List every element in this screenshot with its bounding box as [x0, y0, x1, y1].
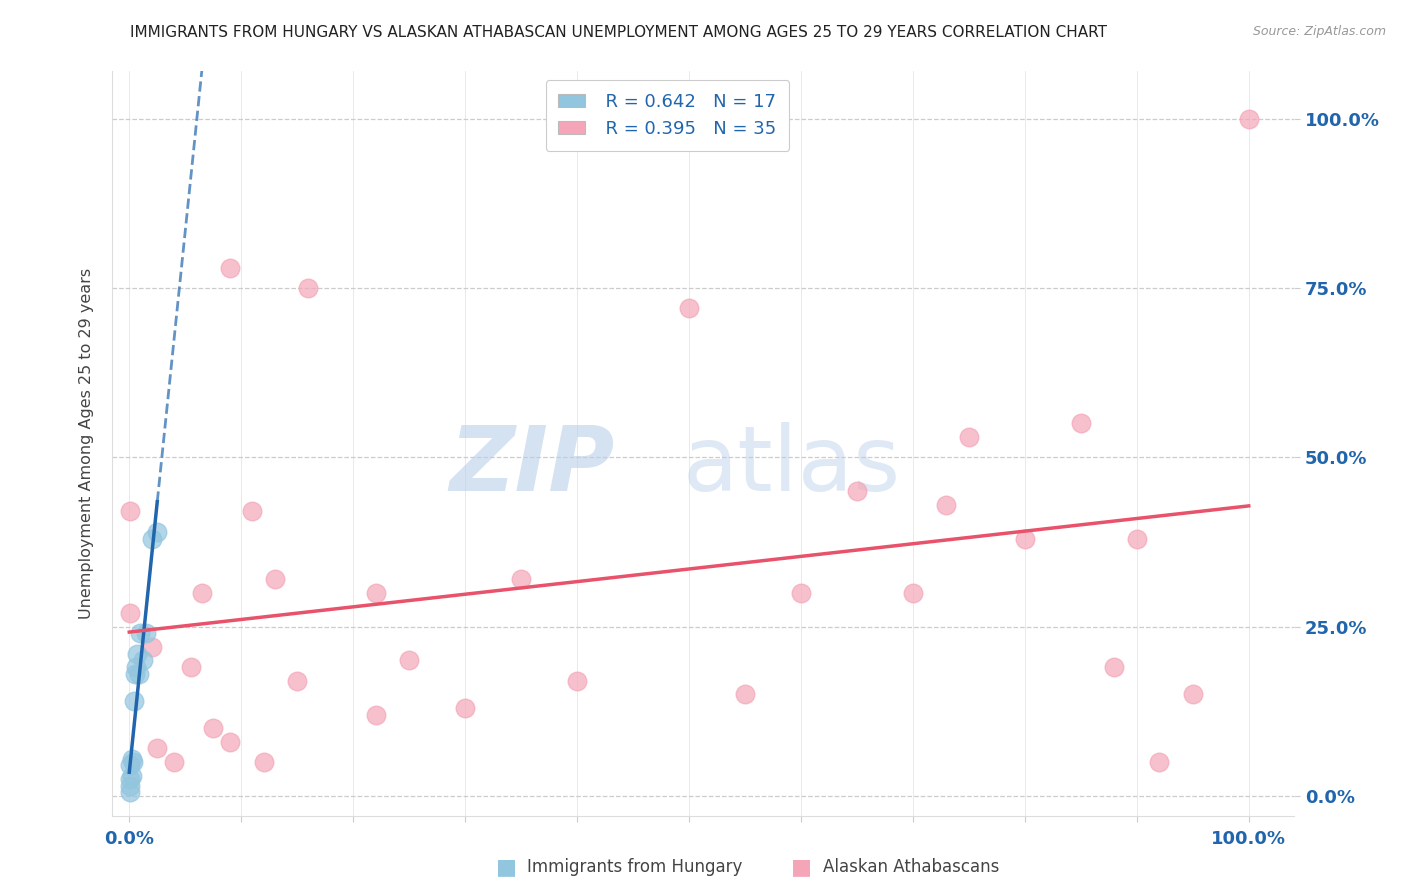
Point [163, 755, 186, 769]
Point [1181, 687, 1204, 701]
Point [191, 586, 214, 600]
Point [1070, 417, 1092, 431]
Point [901, 586, 924, 600]
Point [1237, 112, 1260, 126]
Point [120, 606, 142, 620]
Point [202, 721, 225, 735]
Point [141, 640, 163, 654]
Point [242, 504, 264, 518]
Point [398, 653, 420, 667]
Text: ■: ■ [496, 857, 516, 877]
Point [121, 751, 143, 765]
Point [252, 755, 274, 769]
Point [935, 498, 957, 512]
Point [678, 301, 700, 316]
Point [219, 260, 242, 275]
Point [146, 524, 169, 539]
Point [297, 281, 319, 295]
Point [285, 673, 308, 688]
Point [957, 430, 980, 444]
Text: Immigrants from Hungary: Immigrants from Hungary [527, 858, 742, 876]
Point [454, 701, 477, 715]
Point [1147, 755, 1170, 769]
Point [129, 626, 152, 640]
Point [263, 572, 285, 586]
Legend:   R = 0.642   N = 17,   R = 0.395   N = 35: R = 0.642 N = 17, R = 0.395 N = 35 [546, 80, 789, 151]
Point [120, 779, 142, 793]
Point [121, 768, 143, 782]
Text: ■: ■ [792, 857, 811, 877]
Point [1126, 532, 1149, 546]
Text: Alaskan Athabascans: Alaskan Athabascans [823, 858, 998, 876]
Point [734, 687, 756, 701]
Y-axis label: Unemployment Among Ages 25 to 29 years: Unemployment Among Ages 25 to 29 years [79, 268, 94, 619]
Point [121, 755, 143, 769]
Point [125, 660, 148, 674]
Point [120, 785, 142, 799]
Text: Source: ZipAtlas.com: Source: ZipAtlas.com [1253, 25, 1386, 38]
Point [180, 660, 202, 674]
Point [141, 532, 163, 546]
Point [120, 772, 142, 786]
Point [135, 626, 157, 640]
Point [1014, 532, 1036, 546]
Point [124, 667, 146, 681]
Point [565, 673, 588, 688]
Point [127, 647, 149, 661]
Point [120, 758, 142, 772]
Point [364, 586, 387, 600]
Point [120, 504, 142, 518]
Point [364, 707, 387, 722]
Point [219, 735, 242, 749]
Point [128, 667, 150, 681]
Point [1104, 660, 1126, 674]
Text: atlas: atlas [682, 422, 901, 510]
Text: IMMIGRANTS FROM HUNGARY VS ALASKAN ATHABASCAN UNEMPLOYMENT AMONG AGES 25 TO 29 Y: IMMIGRANTS FROM HUNGARY VS ALASKAN ATHAB… [131, 25, 1107, 40]
Point [146, 741, 169, 756]
Point [131, 653, 153, 667]
Text: ZIP: ZIP [449, 422, 614, 510]
Point [510, 572, 533, 586]
Point [790, 586, 813, 600]
Point [845, 484, 868, 499]
Point [122, 694, 145, 708]
